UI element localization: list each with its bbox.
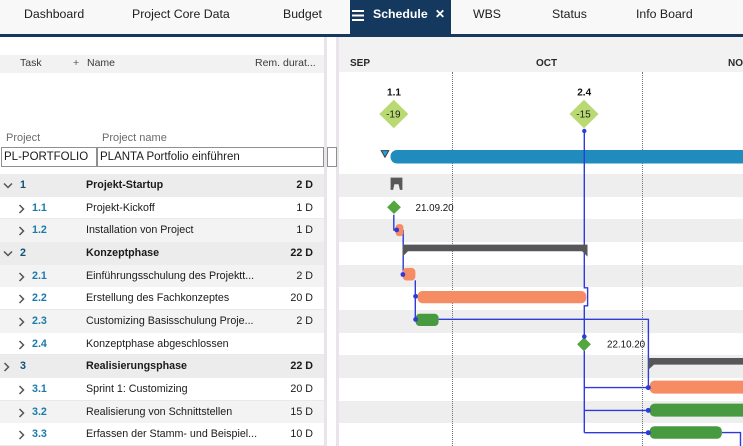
svg-text:22.10.20: 22.10.20 (607, 339, 646, 350)
svg-text:1.1: 1.1 (387, 88, 401, 99)
svg-text:21.09.20: 21.09.20 (416, 203, 455, 214)
svg-text:2.4: 2.4 (577, 88, 591, 99)
svg-text:-15: -15 (576, 110, 591, 121)
svg-text:-19: -19 (386, 110, 401, 121)
